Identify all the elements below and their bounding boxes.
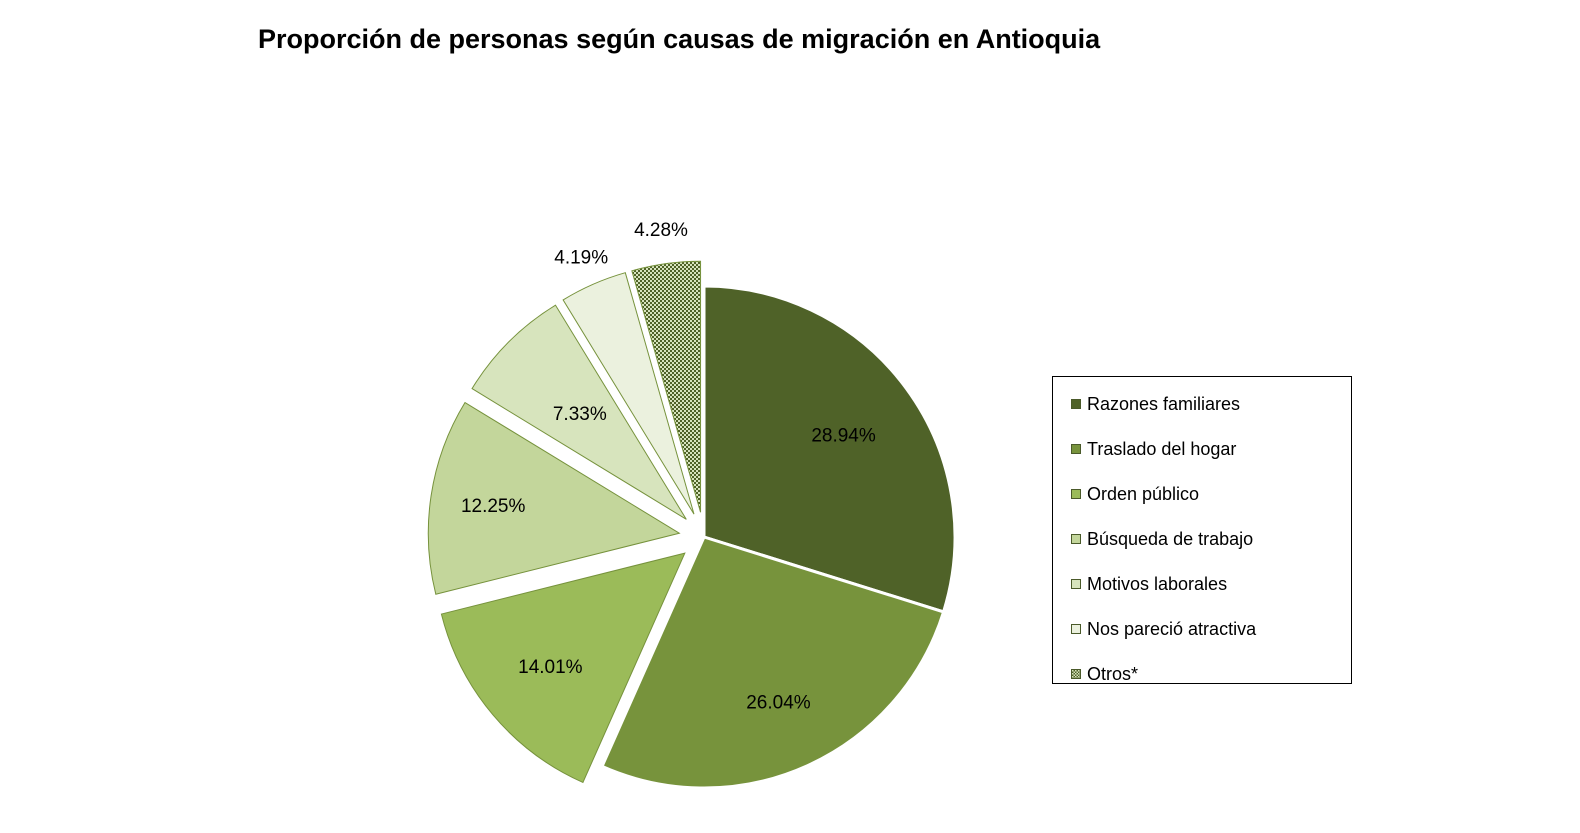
legend-swatch [1071, 489, 1081, 499]
legend-item-busqueda-de-trabajo: Búsqueda de trabajo [1071, 528, 1253, 550]
legend-swatch [1071, 669, 1081, 679]
legend-label: Razones familiares [1087, 393, 1241, 414]
legend: Razones familiares Traslado del hogar Orde… [1052, 376, 1352, 684]
data-label-busqueda-de-trabajo: 12.25% [461, 496, 526, 517]
legend-swatch [1071, 399, 1081, 409]
chart-title: Proporción de personas según causas de m… [258, 24, 1101, 54]
data-label-razones-familiares: 28.94% [811, 425, 876, 446]
pie-slice-razones-familiares [702, 284, 957, 614]
data-label-motivos-laborales: 7.33% [553, 404, 607, 425]
pie-slice-otros [631, 260, 702, 513]
pie-slice-busqueda-de-trabajo [427, 401, 681, 595]
legend-item-razones-familiares: Razones familiares [1071, 393, 1240, 415]
data-label-nos-parecio-atractiva: 4.19% [554, 248, 608, 269]
pie-slice-motivos-laborales [471, 304, 687, 520]
legend-swatch [1071, 579, 1081, 589]
data-label-orden-publico: 14.01% [518, 657, 583, 678]
pie-slices [427, 260, 957, 790]
legend-label: Búsqueda de trabajo [1087, 528, 1254, 549]
legend-item-traslado-del-hogar: Traslado del hogar [1071, 438, 1236, 460]
legend-label: Otros* [1087, 663, 1139, 684]
legend-label: Motivos laborales [1087, 573, 1228, 594]
legend-label: Orden público [1087, 483, 1200, 504]
legend-item-nos-parecio-atractiva: Nos pareció atractiva [1071, 618, 1256, 640]
legend-swatch [1071, 444, 1081, 454]
legend-item-otros: Otros* [1071, 663, 1138, 685]
legend-label: Nos pareció atractiva [1087, 618, 1257, 639]
pie-slice-orden-publico [440, 552, 686, 784]
data-label-otros: 4.28% [634, 220, 688, 241]
pie-slice-nos-parecio-atractiva [562, 272, 695, 515]
legend-swatch [1071, 534, 1081, 544]
legend-item-motivos-laborales: Motivos laborales [1071, 573, 1227, 595]
data-label-traslado-del-hogar: 26.04% [746, 693, 811, 714]
pie-slice-traslado-del-hogar [600, 535, 946, 790]
legend-swatch [1071, 624, 1081, 634]
legend-item-orden-publico: Orden público [1071, 483, 1199, 505]
legend-label: Traslado del hogar [1087, 438, 1237, 459]
pie-data-labels: 28.94% 26.04% 14.01% 12.25% 7.33% 4.19% 4.28% [461, 220, 876, 714]
